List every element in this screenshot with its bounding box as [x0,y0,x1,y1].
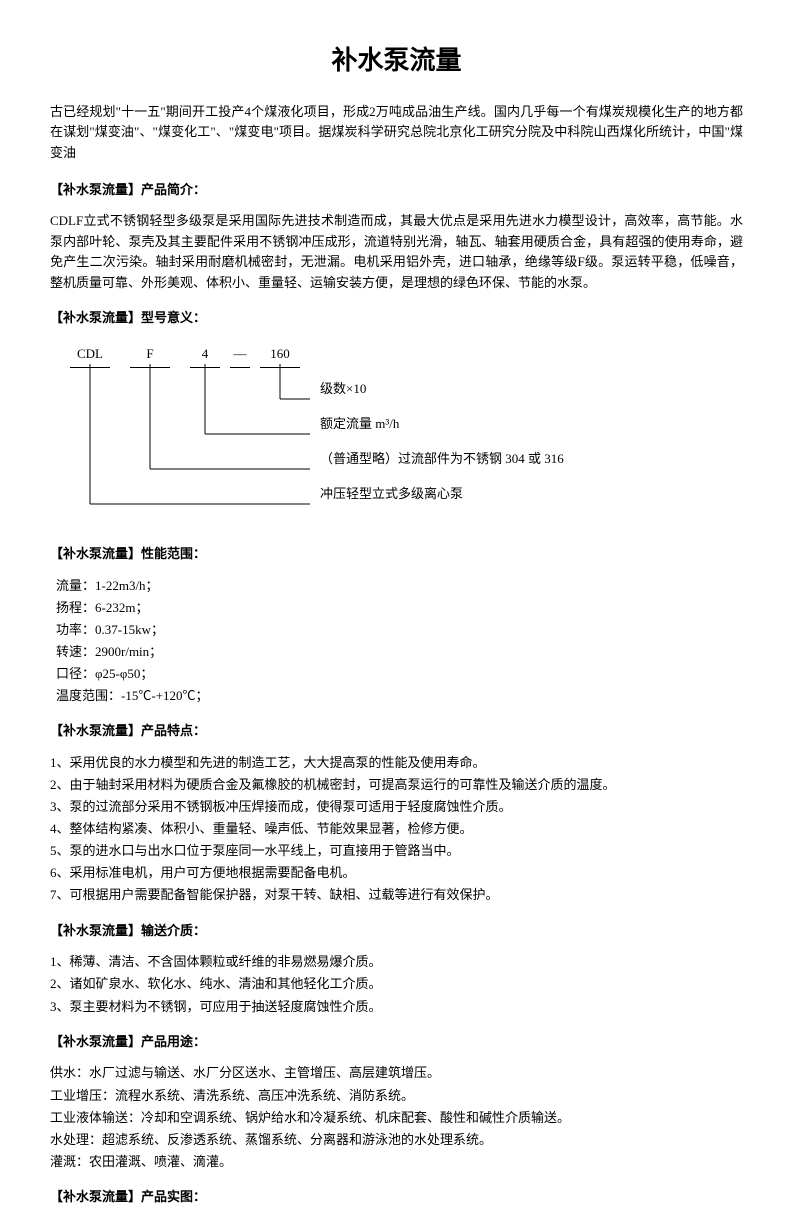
spec-temp: 温度范围：-15℃-+120℃； [56,685,743,707]
feature-item: 1、采用优良的水力模型和先进的制造工艺，大大提高泵的性能及使用寿命。 [50,752,743,774]
application-list: 供水：水厂过滤与输送、水厂分区送水、主管增压、高层建筑增压。 工业增压：流程水系… [50,1062,743,1172]
diagram-desc-flow: 额定流量 m³/h [320,414,399,435]
diagram-desc-type: 冲压轻型立式多级离心泵 [320,484,463,505]
application-title: 【补水泵流量】产品用途： [50,1032,743,1053]
spec-power: 功率：0.37-15kw； [56,619,743,641]
feature-item: 5、泵的进水口与出水口位于泵座同一水平线上，可直接用于管路当中。 [50,840,743,862]
photo-title: 【补水泵流量】产品实图： [50,1187,743,1208]
feature-item: 4、整体结构紧凑、体积小、重量轻、噪声低、节能效果显著，检修方便。 [50,818,743,840]
app-item: 工业增压：流程水系统、清洗系统、高压冲洗系统、消防系统。 [50,1085,743,1107]
spec-flow: 流量：1-22m3/h； [56,575,743,597]
media-item: 1、稀薄、清洁、不含固体颗粒或纤维的非易燃易爆介质。 [50,951,743,973]
media-list: 1、稀薄、清洁、不含固体颗粒或纤维的非易燃易爆介质。 2、诸如矿泉水、软化水、纯… [50,951,743,1017]
spec-head: 扬程：6-232m； [56,597,743,619]
page-title: 补水泵流量 [50,40,743,82]
app-item: 供水：水厂过滤与输送、水厂分区送水、主管增压、高层建筑增压。 [50,1062,743,1084]
model-meaning-title: 【补水泵流量】型号意义： [50,308,743,329]
feature-list: 1、采用优良的水力模型和先进的制造工艺，大大提高泵的性能及使用寿命。 2、由于轴… [50,752,743,907]
perf-range-title: 【补水泵流量】性能范围： [50,544,743,565]
model-diagram: CDL F 4 — 160 级数×10 额定流量 m³/h （普通型略）过流部件… [70,344,570,524]
diagram-desc-stages: 级数×10 [320,379,366,400]
diagram-desc-material: （普通型略）过流部件为不锈钢 304 或 316 [320,449,564,470]
feature-item: 6、采用标准电机，用户可方便地根据需要配备电机。 [50,862,743,884]
spec-list: 流量：1-22m3/h； 扬程：6-232m； 功率：0.37-15kw； 转速… [56,575,743,708]
media-item: 2、诸如矿泉水、软化水、纯水、清油和其他轻化工介质。 [50,973,743,995]
features-title: 【补水泵流量】产品特点： [50,721,743,742]
intro-paragraph: 古已经规划"十一五"期间开工投产4个煤液化项目，形成2万吨成品油生产线。国内几乎… [50,102,743,164]
feature-item: 2、由于轴封采用材料为硬质合金及氟橡胶的机械密封，可提高泵运行的可靠性及输送介质… [50,774,743,796]
media-item: 3、泵主要材料为不锈钢，可应用于抽送轻度腐蚀性介质。 [50,996,743,1018]
app-item: 灌溉：农田灌溉、喷灌、滴灌。 [50,1151,743,1173]
spec-speed: 转速：2900r/min； [56,641,743,663]
product-intro-title: 【补水泵流量】产品简介： [50,180,743,201]
spec-caliber: 口径：φ25-φ50； [56,663,743,685]
feature-item: 7、可根据用户需要配备智能保护器，对泵干转、缺相、过载等进行有效保护。 [50,884,743,906]
app-item: 水处理：超滤系统、反渗透系统、蒸馏系统、分离器和游泳池的水处理系统。 [50,1129,743,1151]
app-item: 工业液体输送：冷却和空调系统、锅炉给水和冷凝系统、机床配套、酸性和碱性介质输送。 [50,1107,743,1129]
media-title: 【补水泵流量】输送介质： [50,921,743,942]
feature-item: 3、泵的过流部分采用不锈钢板冲压焊接而成，使得泵可适用于轻度腐蚀性介质。 [50,796,743,818]
product-intro-content: CDLF立式不锈钢轻型多级泵是采用国际先进技术制造而成，其最大优点是采用先进水力… [50,211,743,294]
